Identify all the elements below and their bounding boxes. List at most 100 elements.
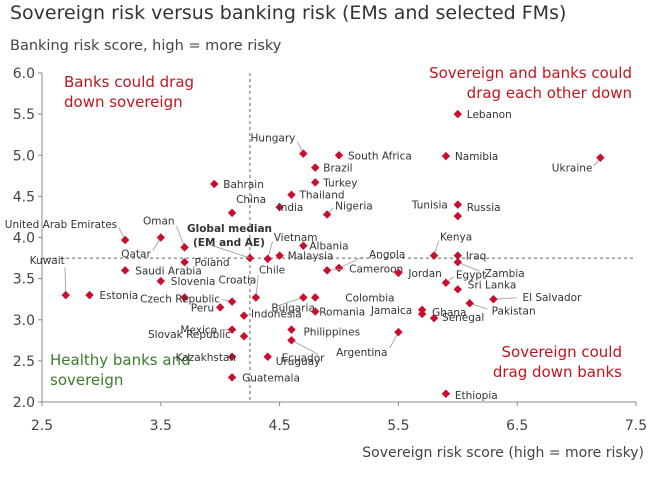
- point-label-jamaica: Jamaica: [370, 305, 412, 317]
- point-sri-lanka: [453, 285, 463, 294]
- point-label-thailand: Thailand: [298, 190, 344, 202]
- point-estonia: [85, 290, 94, 300]
- point-label-saudi-arabia: Saudi Arabia: [135, 265, 202, 277]
- point-label-tunisia: Tunisia: [411, 200, 448, 212]
- point-angola: [334, 263, 344, 273]
- point-label-romania: Romania: [319, 307, 365, 319]
- point-philippines: [287, 325, 296, 334]
- x-axis-title: Sovereign risk score (high = more risky): [362, 445, 644, 461]
- point-el-salvador: [489, 294, 498, 304]
- point-united-arab-emirates: [120, 235, 130, 245]
- median-label-line2: (EM and AE): [193, 237, 265, 249]
- x-tick-label: 3.5: [150, 418, 172, 434]
- point-label-ethiopia: Ethiopia: [455, 390, 498, 402]
- point-vietnam: [263, 254, 272, 264]
- point-india: [275, 202, 284, 212]
- point-peru: [215, 303, 225, 312]
- point-label-ukraine: Ukraine: [552, 163, 593, 175]
- point-iraq: [453, 251, 463, 260]
- point-uruguay: [263, 352, 272, 362]
- median-label-line1: Global median: [187, 223, 272, 235]
- point-zambia: [453, 257, 463, 267]
- point-oman: [180, 243, 189, 252]
- point-label-russia: Russia: [467, 202, 501, 214]
- point-label-iraq: Iraq: [466, 251, 487, 263]
- y-tick-label: 6.0: [13, 66, 35, 82]
- point-label-argentina: Argentina: [336, 347, 387, 359]
- point-label-pakistan: Pakistan: [492, 305, 536, 317]
- point-russia: [453, 211, 463, 221]
- point-label-kenya: Kenya: [440, 232, 472, 244]
- point-label-lebanon: Lebanon: [467, 109, 512, 121]
- point-hungary: [299, 149, 308, 158]
- point-tunisia: [453, 200, 463, 209]
- point-label-el-salvador: El Salvador: [522, 292, 582, 304]
- point-albania: [299, 241, 308, 250]
- leader-line-zambia: [457, 261, 480, 272]
- point-label-croatia: Croatia: [219, 275, 257, 287]
- y-tick-label: 3.0: [13, 313, 35, 329]
- point-label-indonesia: Indonesia: [251, 309, 302, 321]
- point-romania: [310, 307, 320, 316]
- point-kuwait: [61, 290, 71, 300]
- quadrant-label-bottom-right: drag down banks: [493, 363, 622, 381]
- point-label-hungary: Hungary: [251, 133, 296, 145]
- point-qatar: [156, 233, 166, 242]
- point-kazakhstan: [227, 352, 237, 362]
- quadrant-label-top-left: down sovereign: [64, 93, 183, 111]
- leader-line-angola: [338, 256, 364, 269]
- point-ukraine: [596, 153, 605, 162]
- point-brazil: [310, 163, 320, 172]
- point-label-philippines: Philippines: [303, 327, 360, 339]
- point-label-china: China: [236, 194, 266, 206]
- point-label-estonia: Estonia: [100, 290, 139, 302]
- point-label-bulgaria: Bulgaria: [271, 303, 315, 315]
- leader-line-kuwait: [64, 267, 67, 296]
- quadrant-label-top-right: Sovereign and banks could: [429, 64, 632, 82]
- leader-line-bulgaria: [277, 297, 304, 307]
- point-label-slovak-republic: Slovak Republic: [148, 329, 231, 341]
- quadrant-label-top-right: drag each other down: [467, 84, 632, 102]
- point-label-malaysia: Malaysia: [288, 251, 334, 263]
- y-tick-label: 5.5: [13, 107, 35, 123]
- point-label-kazakhstan: Kazakhstan: [176, 352, 237, 364]
- point-label-albania: Albania: [309, 241, 348, 253]
- point-label-namibia: Namibia: [455, 151, 498, 163]
- point-poland: [180, 257, 189, 267]
- point-bulgaria: [299, 293, 308, 302]
- point-slovenia: [156, 276, 166, 286]
- point-label-qatar: Qatar: [121, 249, 151, 261]
- point-label-cameroon: Cameroon: [349, 263, 403, 275]
- point-czech-republic: [227, 297, 237, 306]
- point-ethiopia: [441, 389, 451, 399]
- point-label-united-arab-emirates: United Arab Emirates: [5, 219, 117, 231]
- y-tick-label: 4.0: [13, 231, 35, 247]
- quadrant-label-top-left: Banks could drag: [64, 73, 194, 91]
- point-label-mexico: Mexico: [180, 325, 217, 337]
- quadrant-label-bottom-left: Healthy banks and: [50, 351, 191, 369]
- point-label-zambia: Zambia: [485, 268, 525, 280]
- leader-line-oman: [176, 225, 185, 248]
- point-ghana: [417, 309, 427, 319]
- point-turkey: [310, 178, 320, 187]
- leader-line-ecuador: [291, 339, 319, 355]
- point-label-vietnam: Vietnam: [274, 232, 318, 244]
- y-tick-label: 2.0: [13, 395, 35, 411]
- point-label-slovenia: Slovenia: [171, 276, 216, 288]
- point-label-turkey: Turkey: [322, 177, 357, 189]
- point-label-jordan: Jordan: [407, 268, 441, 280]
- point-label-egypt: Egypt: [456, 270, 486, 282]
- point-lebanon: [453, 109, 463, 119]
- point-label-senegal: Senegal: [442, 312, 484, 324]
- point-argentina: [394, 327, 403, 337]
- point-label-ecuador: Ecuador: [282, 352, 326, 364]
- point-croatia: [180, 293, 189, 302]
- y-tick-label: 3.5: [13, 272, 35, 288]
- point-label-south-africa: South Africa: [348, 150, 412, 162]
- point-cameroon: [322, 266, 332, 275]
- point-colombia: [310, 293, 320, 302]
- point-nigeria: [322, 210, 332, 219]
- point-label-chile: Chile: [259, 265, 285, 277]
- chart-title: Sovereign risk versus banking risk (EMs …: [10, 2, 567, 24]
- point-ecuador: [287, 336, 296, 345]
